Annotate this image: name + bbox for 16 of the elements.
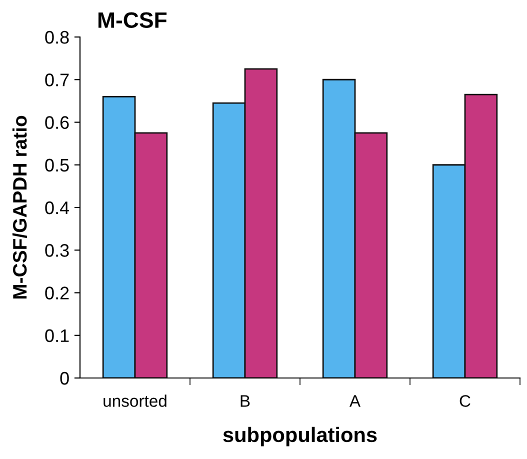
y-tick-label: 0.8 — [45, 30, 69, 44]
y-tick-label: 0.4 — [45, 201, 70, 214]
x-tick-label: B — [240, 395, 250, 407]
y-axis-title: M-CSF/GAPDH ratio — [12, 116, 27, 299]
x-tick-label: unsorted — [104, 394, 166, 407]
y-tick-label: 0.5 — [45, 158, 69, 172]
chart-title: M-CSF — [98, 12, 167, 28]
y-tick-label: 0.3 — [45, 244, 69, 257]
y-tick-label: 0.1 — [45, 329, 69, 342]
x-axis-title: subpopulations — [223, 426, 377, 446]
y-tick-label: 0.7 — [45, 74, 69, 86]
x-tick-label: A — [349, 395, 361, 407]
y-tick-label: 0 — [60, 372, 69, 385]
y-tick-label: 0.2 — [45, 286, 69, 300]
y-tick-label: 0.6 — [45, 116, 69, 129]
x-tick-label: C — [460, 395, 470, 407]
